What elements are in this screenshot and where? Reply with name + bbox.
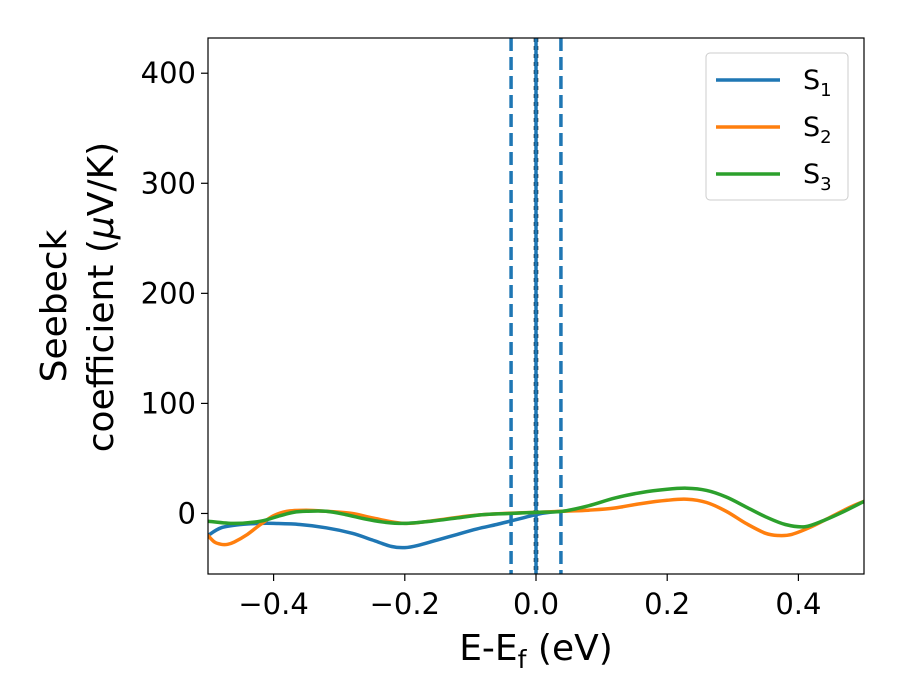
reference-lines bbox=[509, 38, 563, 574]
y-tick-label: 0 bbox=[178, 496, 196, 530]
x-tick-label: 0.0 bbox=[513, 587, 559, 621]
series-lines bbox=[208, 486, 864, 550]
legend-label-s1: S1 bbox=[803, 65, 832, 101]
x-tick-label: 0.2 bbox=[644, 587, 690, 621]
x-axis-ticks: −0.4 −0.2 0.0 0.2 0.4 bbox=[238, 574, 821, 621]
legend-label-s3: S3 bbox=[803, 159, 832, 195]
y-axis-label-line1: Seebeck bbox=[34, 229, 75, 382]
y-tick-label: 300 bbox=[141, 166, 196, 200]
y-tick-label: 100 bbox=[141, 386, 196, 420]
legend: S1 S2 S3 bbox=[705, 52, 849, 201]
y-tick-label: 200 bbox=[141, 276, 196, 310]
x-tick-label: −0.4 bbox=[238, 587, 308, 621]
series-line-s1 bbox=[208, 509, 564, 550]
y-axis-label-line2: coefficient (μV/K) bbox=[81, 142, 122, 452]
legend-label-s2: S2 bbox=[803, 112, 832, 148]
y-tick-label: 400 bbox=[141, 56, 196, 90]
y-axis-ticks: 0 100 200 300 400 bbox=[141, 56, 208, 530]
x-tick-label: −0.2 bbox=[370, 587, 440, 621]
x-tick-label: 0.4 bbox=[775, 587, 821, 621]
series-line-s3 bbox=[208, 486, 864, 529]
x-axis-label: E-Ef (eV) bbox=[459, 628, 613, 674]
